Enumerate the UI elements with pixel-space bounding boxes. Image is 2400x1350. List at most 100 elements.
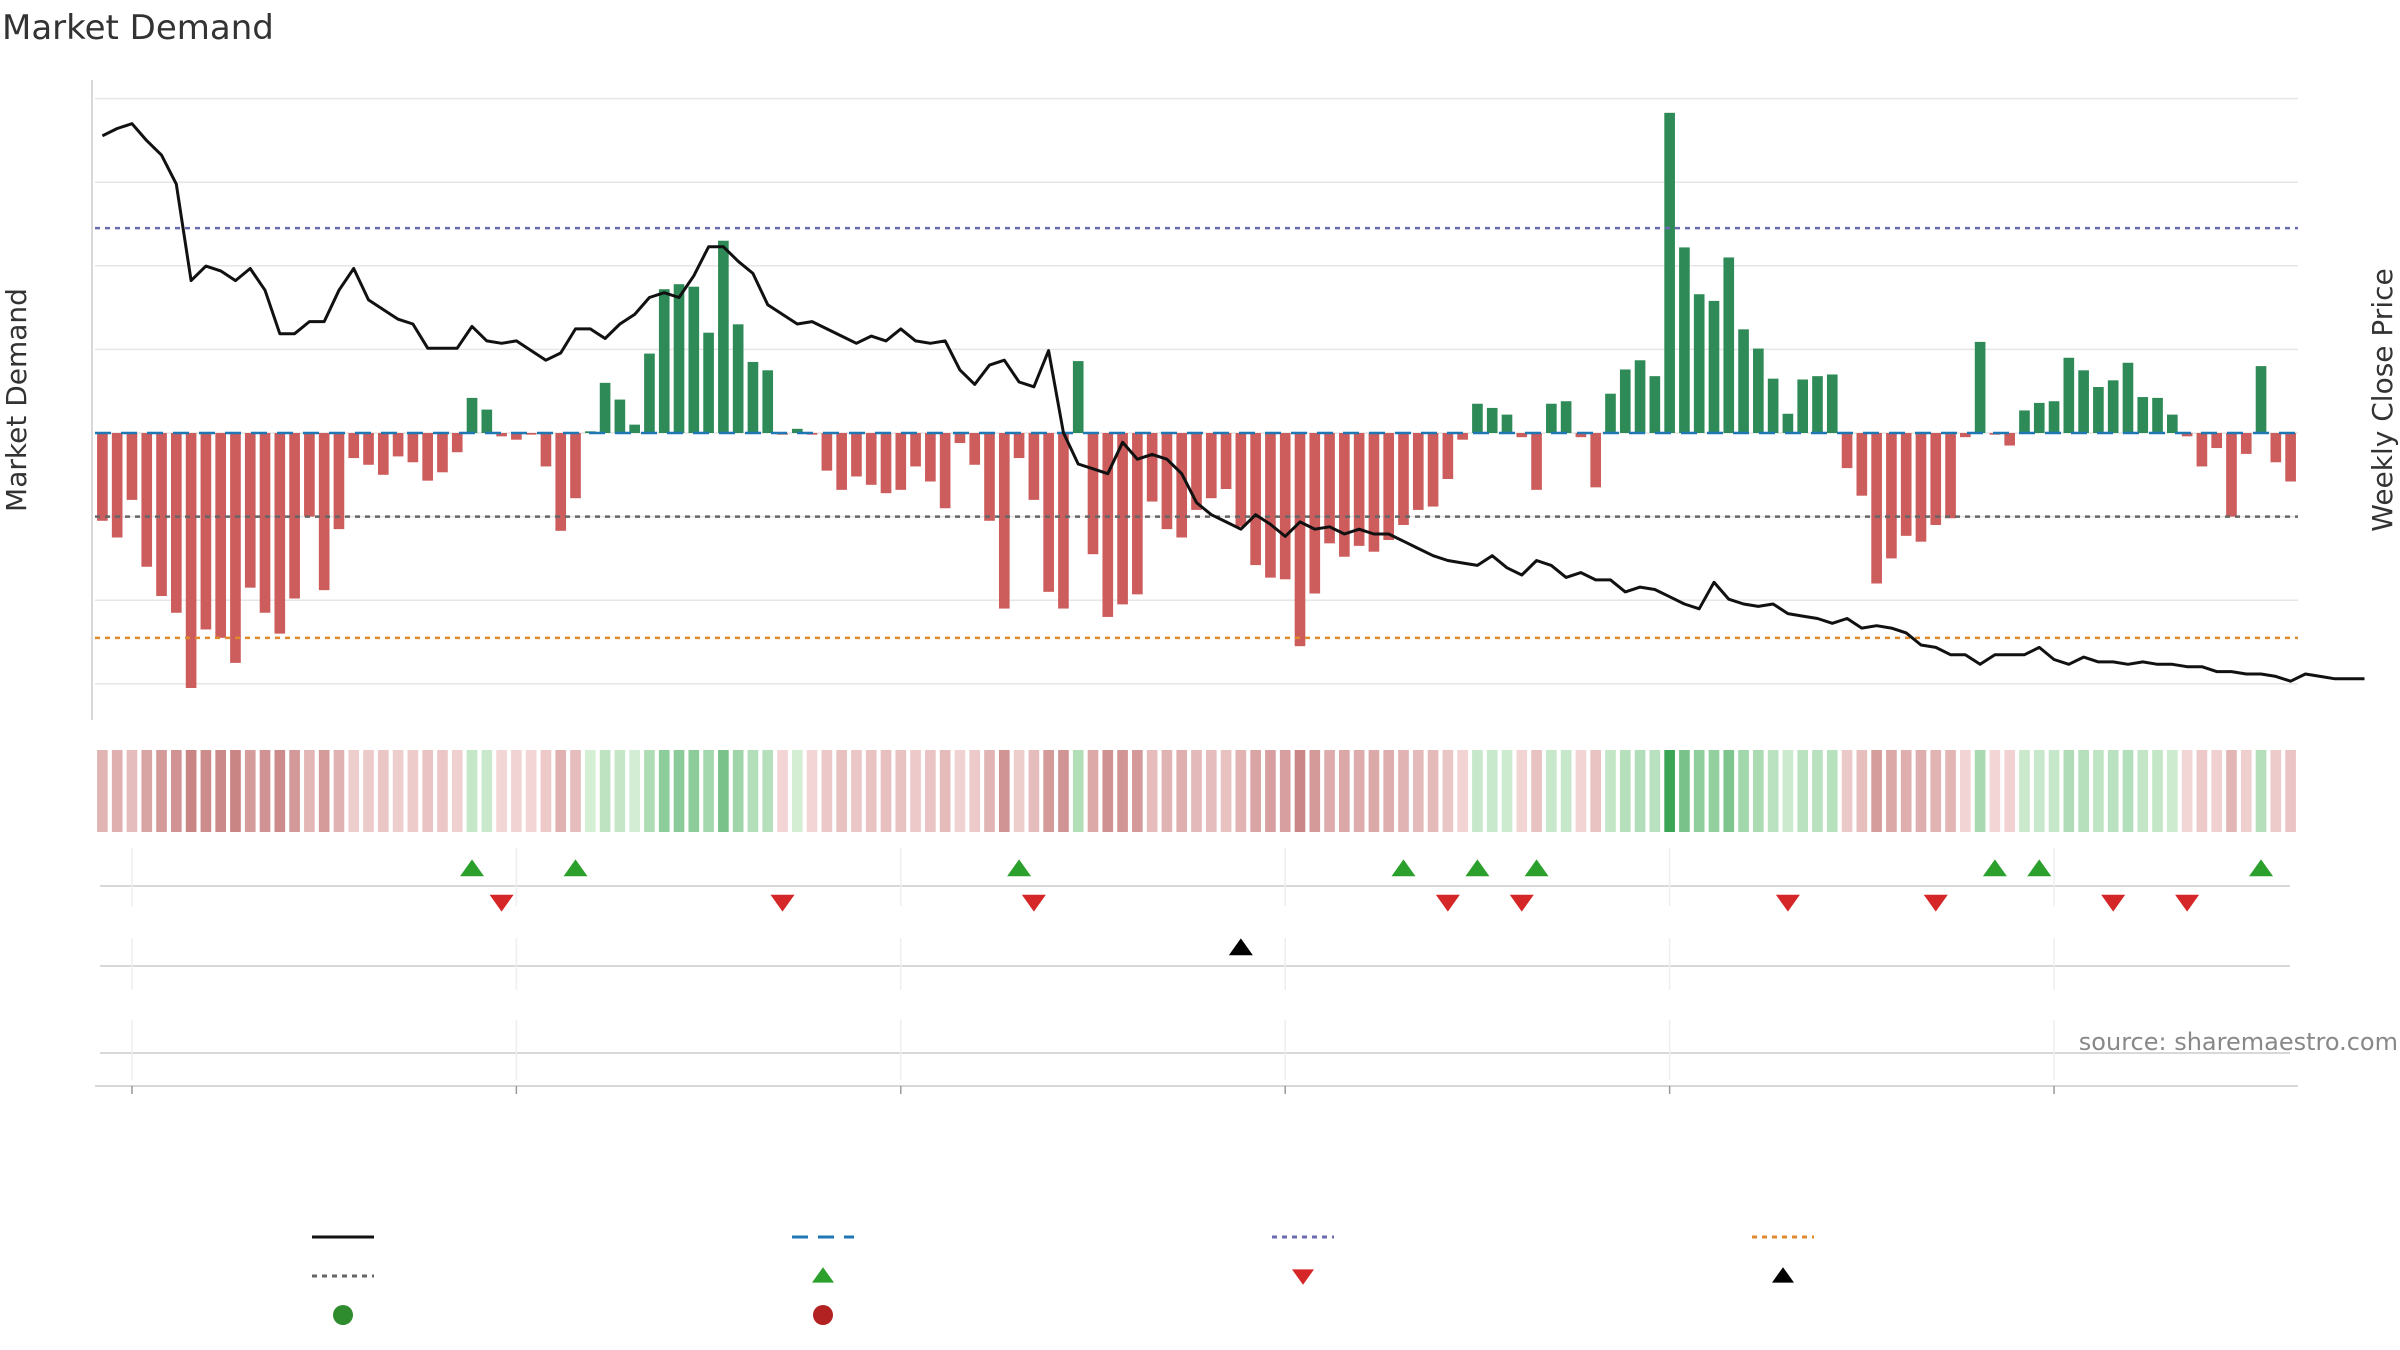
heat-cell (1560, 750, 1572, 832)
demand-bar (925, 433, 936, 482)
demand-bar (1265, 433, 1276, 578)
heat-cell (200, 750, 212, 832)
heat-cell (1442, 750, 1454, 832)
demand-bar (1590, 433, 1602, 488)
demand-bar (540, 433, 552, 467)
demand-bar (2211, 433, 2223, 449)
demand-bar (718, 240, 729, 433)
heat-cell (1427, 750, 1439, 832)
demand-bar (673, 284, 685, 433)
flip-up-marker (1007, 859, 1032, 877)
heat-cell (377, 750, 389, 832)
heat-cell (1871, 750, 1882, 832)
legend-swatch (812, 1267, 834, 1283)
heat-cell (156, 750, 167, 832)
demand-bar (1649, 376, 1661, 433)
heat-cell (629, 750, 640, 832)
flip-down-marker (489, 894, 514, 912)
heat-cell (1250, 750, 1261, 832)
legend (312, 1235, 1814, 1325)
demand-bar (1664, 112, 1675, 433)
heat-cell (762, 750, 774, 832)
heat-cell (732, 750, 744, 832)
heat-cell (2211, 750, 2223, 832)
heat-cell (1265, 750, 1276, 832)
demand-bar (1324, 433, 1335, 544)
demand-bar (1871, 433, 1882, 584)
heat-cell (2152, 750, 2163, 832)
demand-bar (1605, 393, 1616, 433)
demand-bar (2226, 433, 2237, 517)
heat-cell (1339, 750, 1350, 832)
demand-bar (1812, 376, 1823, 433)
demand-bar (555, 433, 567, 531)
heat-cell (584, 750, 596, 832)
heat-cell (1989, 750, 2001, 832)
heat-cell (1738, 750, 1749, 832)
heat-cell (437, 750, 448, 832)
legend-swatch (1292, 1269, 1314, 1285)
demand-bar (865, 433, 877, 485)
heat-cell (718, 750, 729, 832)
demand-bar (880, 433, 892, 494)
demand-bar (97, 433, 108, 521)
demand-bar (688, 286, 700, 433)
heat-cell (1693, 750, 1705, 832)
heat-cell (1516, 750, 1528, 832)
heat-cell (865, 750, 877, 832)
demand-bar (1368, 433, 1380, 552)
demand-bar (230, 433, 241, 663)
heat-cell (407, 750, 419, 832)
demand-bar (836, 433, 847, 490)
heat-cell (1974, 750, 1986, 832)
heat-cell (244, 750, 256, 832)
heat-cell (274, 750, 286, 832)
heat-cell (1679, 750, 1690, 832)
demand-bar (1575, 433, 1587, 438)
heat-cell (1767, 750, 1779, 832)
heat-cell (895, 750, 907, 832)
heat-cell (141, 750, 153, 832)
demand-bar (170, 433, 182, 613)
heat-cell (1812, 750, 1823, 832)
demand-bar (1353, 433, 1365, 546)
demand-bar (1442, 433, 1454, 479)
demand-bar (1220, 433, 1232, 490)
demand-bar (377, 433, 389, 475)
demand-bar (185, 433, 197, 688)
demand-bar (2063, 357, 2075, 433)
demand-bar (732, 324, 744, 433)
demand-bar (1072, 361, 1084, 433)
heat-cell (925, 750, 936, 832)
demand-bar (2137, 397, 2149, 433)
demand-bar (939, 433, 951, 509)
y-axis-label: Market Demand (0, 288, 33, 512)
demand-bar (1900, 433, 1912, 536)
heat-cell (1383, 750, 1395, 832)
demand-bar (1974, 341, 1986, 433)
heat-cell (1619, 750, 1631, 832)
demand-bar (1058, 433, 1069, 609)
heat-cell (1043, 750, 1054, 832)
heat-cell (1575, 750, 1587, 832)
demand-bar (318, 433, 330, 591)
demand-bar (1516, 433, 1528, 438)
flip-down-marker (1509, 894, 1534, 912)
heat-cell (2181, 750, 2193, 832)
heat-cell (1294, 750, 1306, 832)
demand-bar (259, 433, 271, 613)
heat-cell (1634, 750, 1646, 832)
heat-cell (185, 750, 197, 832)
chart-title: Market Demand (2, 8, 274, 48)
legend-swatch (333, 1305, 353, 1325)
heat-cell (1826, 750, 1838, 832)
demand-bar (1797, 379, 1809, 433)
flip-up-marker (1982, 859, 2007, 877)
flip-up-marker (2027, 859, 2052, 877)
heat-cell (1205, 750, 1217, 832)
heat-cell (348, 750, 360, 832)
heat-cell (466, 750, 478, 832)
demand-bar (791, 428, 803, 433)
flip-up-marker (1465, 859, 1490, 877)
heat-cell (1841, 750, 1853, 832)
